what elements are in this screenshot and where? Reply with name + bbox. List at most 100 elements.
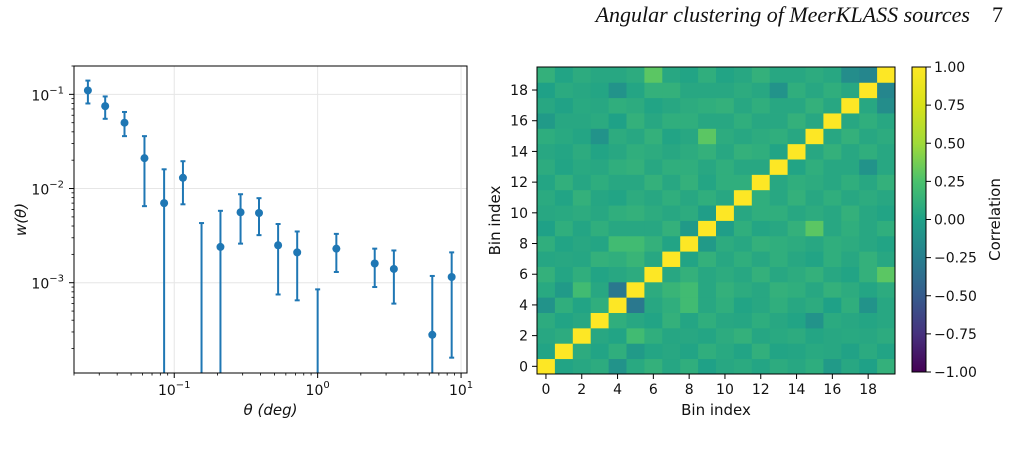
heatmap-cell	[662, 358, 681, 375]
heatmap-cell	[769, 82, 788, 99]
marker	[160, 199, 169, 208]
heatmap-cell	[644, 67, 663, 83]
heatmap-cell	[662, 82, 681, 99]
heatmap-cell	[537, 358, 556, 375]
heatmap-cell	[698, 358, 717, 375]
heatmap-cell	[662, 281, 681, 298]
heatmap-cell	[590, 297, 609, 313]
heatmap-cell	[841, 97, 860, 114]
y-tick-label: 4	[519, 298, 528, 314]
x-axis-label: θ (deg)	[244, 401, 298, 419]
heatmap-cell	[608, 97, 627, 114]
heatmap-cell	[572, 113, 592, 129]
heatmap-cell	[662, 235, 681, 252]
heatmap-cell	[859, 97, 878, 114]
marker	[447, 272, 456, 281]
heatmap-cell	[590, 189, 609, 206]
heatmap-cell	[769, 235, 788, 252]
heatmap-cell	[626, 174, 645, 191]
y-axis-label: Bin index	[486, 185, 504, 255]
heatmap-cell	[680, 327, 699, 344]
heatmap-cell	[608, 297, 627, 313]
heatmap-cell	[805, 67, 824, 83]
heatmap-cell	[823, 343, 842, 360]
heatmap-cell	[805, 143, 824, 160]
heatmap-cell	[859, 159, 878, 175]
heatmap-cell	[823, 205, 842, 221]
heatmap-cell	[698, 143, 717, 160]
heatmap-cell	[644, 159, 663, 175]
heatmap-cell	[644, 266, 663, 283]
heatmap-cell	[644, 113, 663, 129]
heatmap-cell	[662, 174, 681, 191]
heatmap-cell	[572, 281, 592, 298]
heatmap-cell	[590, 205, 609, 221]
heatmap-cell	[698, 97, 717, 114]
data-point	[199, 222, 205, 373]
heatmap-cell	[680, 67, 699, 83]
heatmap-cell	[644, 82, 663, 99]
heatmap-cell	[859, 174, 878, 191]
heatmap-cell	[590, 235, 609, 252]
heatmap-cell	[554, 205, 574, 221]
heatmap-cell	[841, 128, 860, 145]
heatmap-cell	[698, 251, 717, 267]
heatmap-cell	[769, 159, 788, 175]
heatmap-cell	[590, 281, 609, 298]
heatmap-cell	[859, 189, 878, 206]
heatmap-cell	[805, 82, 824, 99]
heatmap-cell	[859, 220, 878, 237]
heatmap-cell	[698, 82, 717, 99]
heatmap-cell	[859, 297, 878, 313]
heatmap-cell	[590, 113, 609, 129]
x-tick-label: 8	[685, 382, 694, 398]
heatmap-cell	[644, 174, 663, 191]
heatmap-cell	[662, 113, 681, 129]
heatmap-cell	[823, 220, 842, 237]
heatmap-cell	[841, 312, 860, 329]
y-tick-label: 12	[510, 175, 528, 191]
heatmap-cell	[877, 205, 896, 221]
heatmap-cell	[626, 343, 645, 360]
heatmap-cell	[572, 143, 592, 160]
heatmap-cell	[626, 159, 645, 175]
data-point	[332, 232, 341, 273]
heatmap-cell	[644, 128, 663, 145]
heatmap-cell	[716, 327, 735, 344]
heatmap-cell	[841, 327, 860, 344]
heatmap-cell	[608, 266, 627, 283]
heatmap-cell	[662, 189, 681, 206]
heatmap-cell	[680, 235, 699, 252]
heatmap-cell	[572, 266, 592, 283]
heatmap-cell	[859, 312, 878, 329]
heatmap-cell	[841, 113, 860, 129]
heatmap-cell	[537, 343, 556, 360]
heatmap-cell	[572, 343, 592, 360]
heatmap-cell	[859, 128, 878, 145]
heatmap-cell	[608, 220, 627, 237]
heatmap-cell	[877, 97, 896, 114]
heatmap-cell	[537, 327, 556, 344]
heatmap-cell	[805, 174, 824, 191]
marker	[120, 118, 129, 127]
heatmap-cell	[769, 220, 788, 237]
heatmap-cell	[680, 343, 699, 360]
heatmap-cell	[572, 251, 592, 267]
x-tick-label: 18	[859, 382, 877, 398]
heatmap-cell	[680, 358, 699, 375]
heatmap-cell	[608, 358, 627, 375]
heatmap-cell	[554, 189, 574, 206]
heatmap-cell	[733, 327, 753, 344]
heatmap-cell	[877, 220, 896, 237]
marker	[274, 241, 283, 250]
heatmap-cell	[572, 159, 592, 175]
heatmap-cell	[698, 159, 717, 175]
heatmap-cell	[751, 205, 771, 221]
heatmap-cell	[644, 205, 663, 221]
heatmap-cell	[787, 97, 806, 114]
heatmap-cell	[877, 312, 896, 329]
heatmap-cell	[698, 67, 717, 83]
heatmap-cell	[644, 358, 663, 375]
heatmap-cell	[554, 97, 574, 114]
heatmap-cell	[733, 343, 753, 360]
